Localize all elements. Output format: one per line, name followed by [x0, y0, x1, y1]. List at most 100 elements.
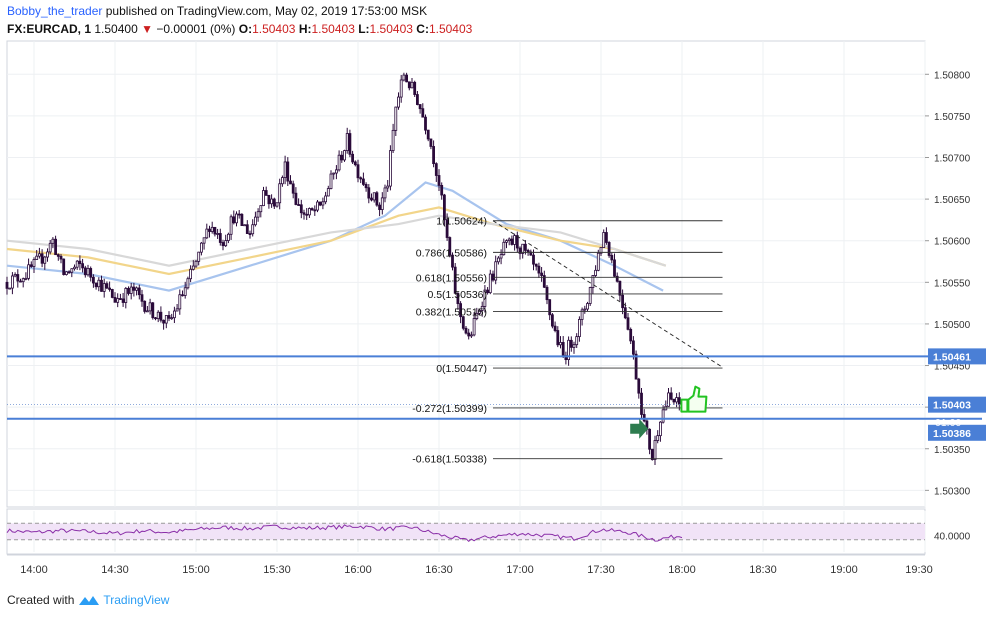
- candle: [461, 316, 465, 331]
- candle-body: [324, 195, 328, 203]
- candle: [226, 232, 230, 244]
- candle-body: [548, 299, 552, 316]
- candle: [43, 255, 47, 270]
- candle: [364, 182, 368, 192]
- candle: [310, 207, 314, 211]
- x-tick-label: 15:30: [263, 564, 291, 576]
- candle-body: [402, 74, 406, 81]
- candle-body: [623, 307, 627, 319]
- candle-body: [421, 108, 425, 118]
- candle-body: [642, 414, 646, 422]
- candle-body: [40, 253, 44, 264]
- candle: [575, 333, 579, 348]
- candle: [359, 176, 363, 184]
- candle: [642, 409, 646, 423]
- moving-average-line: [6, 206, 667, 276]
- candle: [515, 231, 519, 253]
- candle-body: [280, 177, 284, 185]
- candle-body: [110, 289, 114, 298]
- candle-body: [364, 183, 368, 189]
- candle: [488, 269, 492, 295]
- candle-body: [515, 235, 519, 249]
- candle-body: [121, 298, 125, 303]
- candle: [413, 80, 417, 97]
- candle-body: [186, 278, 190, 289]
- candle: [248, 230, 252, 239]
- last-price: 1.50400: [94, 22, 138, 36]
- candle-body: [326, 188, 330, 197]
- candle: [469, 331, 473, 338]
- candle: [297, 198, 301, 206]
- candle: [235, 211, 238, 227]
- trendline: [492, 220, 723, 368]
- candle: [272, 197, 276, 210]
- candle-body: [318, 201, 322, 206]
- candle: [129, 282, 133, 300]
- candle: [46, 248, 49, 262]
- open-value: 1.50403: [252, 22, 296, 36]
- candle: [648, 428, 651, 455]
- candle: [259, 205, 263, 218]
- candle: [324, 191, 328, 205]
- low-label: L:: [358, 22, 370, 36]
- candle: [178, 289, 182, 315]
- candle: [29, 261, 33, 268]
- candle: [505, 239, 508, 249]
- candle: [502, 238, 506, 256]
- candle-body: [189, 268, 193, 280]
- candle: [367, 184, 371, 204]
- candle: [326, 185, 330, 197]
- candle-body: [567, 339, 570, 361]
- candle: [216, 228, 220, 239]
- candle: [183, 281, 187, 299]
- fib-level-label: 0(1.50447): [436, 363, 487, 375]
- candle-body: [513, 235, 516, 245]
- candle-body: [119, 298, 122, 300]
- candle-body: [472, 318, 476, 336]
- candle: [78, 255, 82, 271]
- y-tick-label: 1.50450: [934, 362, 971, 373]
- candle-body: [194, 260, 198, 267]
- candle: [499, 249, 503, 265]
- candle: [351, 150, 355, 164]
- candle: [634, 350, 638, 380]
- candle-body: [248, 233, 252, 235]
- candle-body: [448, 237, 452, 256]
- candle-body: [464, 327, 468, 334]
- candle: [54, 235, 57, 256]
- candle: [343, 149, 346, 162]
- candle-body: [35, 255, 39, 260]
- candle: [478, 308, 481, 315]
- fib-level-label: -0.272(1.50399): [412, 403, 487, 415]
- candle-body: [100, 279, 103, 292]
- candle: [48, 239, 52, 255]
- candle-body: [532, 254, 535, 265]
- candle: [294, 187, 298, 206]
- candle-body: [388, 150, 392, 187]
- candle-body: [253, 216, 257, 226]
- candle-body: [599, 247, 603, 254]
- candle: [418, 104, 422, 114]
- candle: [653, 435, 657, 466]
- candle: [567, 336, 570, 366]
- author-link[interactable]: Bobby_the_trader: [7, 4, 103, 18]
- tradingview-brand[interactable]: TradingView: [103, 593, 170, 607]
- candle-body: [659, 421, 662, 437]
- candle: [221, 239, 225, 251]
- candle-body: [329, 173, 333, 189]
- candle-body: [297, 204, 301, 206]
- candle-body: [637, 378, 641, 394]
- candle: [618, 280, 622, 301]
- candle-body: [105, 283, 109, 289]
- candle-body: [286, 161, 290, 182]
- x-tick-label: 14:30: [101, 564, 129, 576]
- candle-body: [307, 208, 311, 216]
- rsi-value-label: 40.0000: [934, 532, 971, 543]
- candle: [280, 175, 284, 187]
- price-change: −0.00001 (0%): [156, 22, 236, 36]
- candle-body: [78, 260, 82, 265]
- candle: [232, 210, 236, 225]
- candle: [440, 182, 444, 200]
- candle: [108, 281, 111, 292]
